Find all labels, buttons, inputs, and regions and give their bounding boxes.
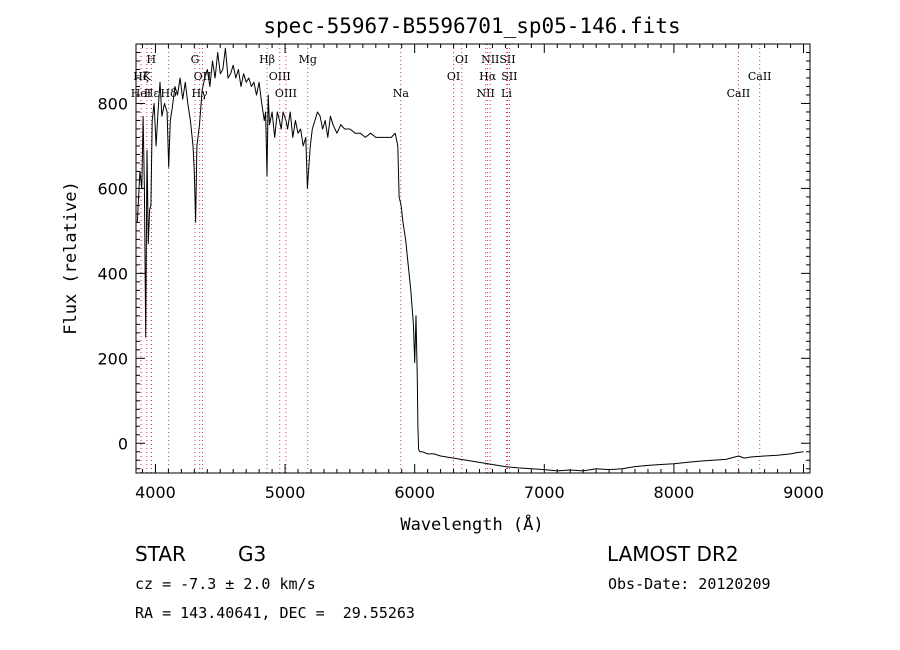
marker-label: G: [191, 53, 200, 66]
marker-label: Hδ: [161, 87, 178, 100]
spectral-subclass: G3: [238, 542, 267, 566]
marker-label: CaII: [748, 70, 772, 83]
marker-label: CaII: [727, 87, 751, 100]
chart-title: spec-55967-B5596701_sp05-146.fits: [263, 14, 680, 38]
y-tick-label: 600: [97, 179, 128, 198]
series-layer: [136, 47, 804, 472]
marker-label: NII: [481, 53, 499, 66]
x-tick-label: 4000: [135, 483, 176, 502]
y-tick-label: 200: [97, 349, 128, 368]
y-tick-label: 800: [97, 94, 128, 113]
coordinates: RA = 143.40641, DEC = 29.55263: [135, 604, 415, 622]
obs-date: Obs-Date: 20120209: [608, 575, 771, 593]
marker-label: Hε: [144, 87, 160, 100]
x-tick-label: 6000: [394, 483, 435, 502]
marker-label: Hα: [479, 70, 497, 83]
tick-labels: 4000 5000 6000 7000 8000 9000 0 200 400 600 800: [97, 94, 823, 502]
x-tick-label: 8000: [654, 483, 695, 502]
marker-label: Hβ: [259, 53, 275, 66]
y-tick-label: 0: [118, 434, 128, 453]
x-axis-label: Wavelength (Å): [400, 513, 543, 535]
marker-label: Mg: [299, 53, 317, 66]
marker-label: OII: [194, 70, 212, 83]
axes: [135, 43, 811, 474]
marker-label: Hγ: [192, 87, 209, 100]
marker-label: OIII: [275, 87, 297, 100]
x-tick-label: 5000: [265, 483, 306, 502]
marker-label: Li: [501, 87, 512, 100]
marker-label: OIII: [269, 70, 291, 83]
y-tick-label: 400: [97, 264, 128, 283]
x-tick-label: 9000: [783, 483, 824, 502]
marker-label: OI: [447, 70, 460, 83]
marker-label: SII: [499, 53, 515, 66]
object-type: STAR: [135, 542, 186, 566]
x-tick-label: 7000: [524, 483, 565, 502]
plot-frame: [135, 43, 811, 474]
marker-label: Na: [393, 87, 410, 100]
redshift-readout: cz = -7.3 ± 2.0 km/s: [135, 575, 316, 593]
marker-label: NII: [477, 87, 495, 100]
marker-label: Hζ: [133, 70, 149, 83]
survey-name: LAMOST DR2: [607, 542, 739, 566]
y-axis-label: Flux (relative): [61, 181, 81, 335]
marker-label: SII: [501, 70, 517, 83]
marker-label: K: [143, 70, 152, 83]
marker-label: OI: [455, 53, 468, 66]
spectrum-line: [136, 47, 804, 472]
marker-label: H: [146, 53, 156, 66]
